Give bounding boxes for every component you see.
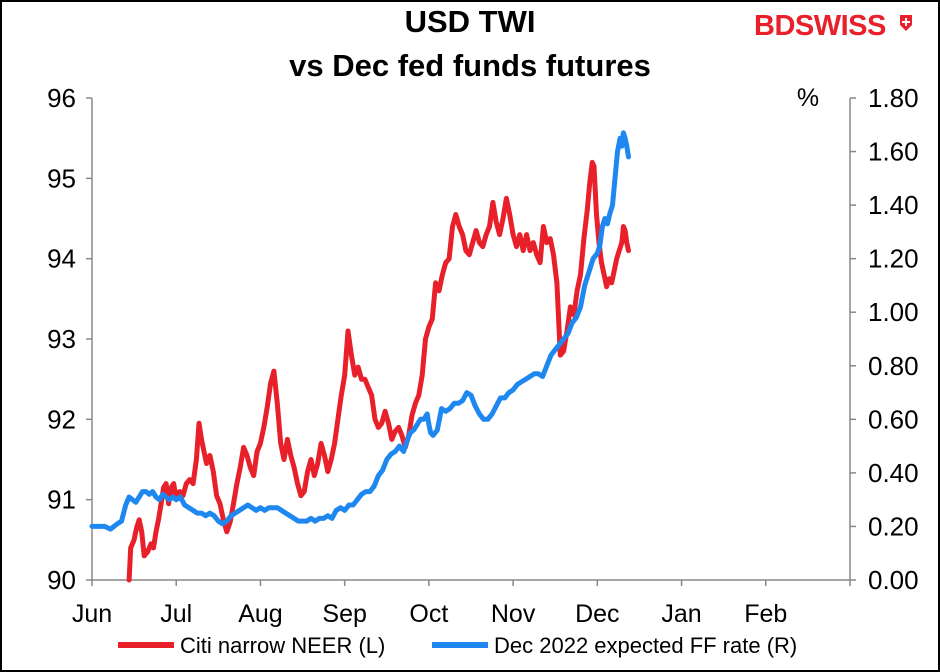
series-line-citi-neer bbox=[126, 159, 631, 583]
x-tick-label: Oct bbox=[409, 600, 448, 628]
chart-subtitle: vs Dec fed funds futures bbox=[289, 48, 651, 83]
left-tick-label: 95 bbox=[47, 163, 76, 193]
right-tick-label: 1.20 bbox=[868, 244, 919, 274]
x-tick-label: Nov bbox=[491, 600, 536, 628]
right-tick-label: 0.60 bbox=[868, 404, 919, 434]
x-tick-label: Jul bbox=[160, 600, 192, 628]
series-line-dec-ff-rate bbox=[89, 130, 631, 532]
right-tick-label: 0.80 bbox=[868, 351, 919, 381]
legend: Citi narrow NEER (L) Dec 2022 expected FF… bbox=[118, 633, 797, 658]
x-axis: Jun Jul Aug Sep Oct Nov Dec Jan Feb bbox=[72, 579, 851, 628]
right-axis-unit-label: % bbox=[797, 84, 819, 112]
left-tick-label: 90 bbox=[47, 565, 76, 595]
right-tick-label: 1.00 bbox=[868, 297, 919, 327]
right-tick-label: 0.20 bbox=[868, 511, 919, 541]
x-tick-label: Jan bbox=[661, 600, 701, 628]
left-tick-label: 91 bbox=[47, 485, 76, 515]
right-tick-label: 0.00 bbox=[868, 565, 919, 595]
brand-logo-mark-icon bbox=[900, 15, 912, 31]
left-axis: 90 91 92 93 94 95 96 bbox=[47, 83, 93, 595]
plot-lines bbox=[89, 130, 631, 583]
right-tick-label: 1.60 bbox=[868, 137, 919, 167]
legend-label-citi-neer: Citi narrow NEER (L) bbox=[180, 633, 385, 658]
chart-title: USD TWI bbox=[404, 4, 536, 39]
brand-logo: BDSWISS bbox=[754, 10, 886, 42]
right-tick-label: 1.80 bbox=[868, 83, 919, 113]
left-tick-label: 94 bbox=[47, 244, 76, 274]
x-tick-label: Sep bbox=[322, 600, 366, 628]
left-tick-label: 92 bbox=[47, 404, 76, 434]
x-tick-label: Jun bbox=[72, 600, 112, 628]
left-tick-label: 96 bbox=[47, 83, 76, 113]
right-axis: 0.00 0.20 0.40 0.60 0.80 1.00 1.20 1.40 1.60 1.80… bbox=[797, 83, 919, 595]
right-tick-label: 0.40 bbox=[868, 458, 919, 488]
x-tick-label: Feb bbox=[744, 600, 787, 628]
legend-label-dec-ff-rate: Dec 2022 expected FF rate (R) bbox=[494, 633, 797, 658]
right-tick-label: 1.40 bbox=[868, 190, 919, 220]
x-tick-label: Dec bbox=[575, 600, 619, 628]
left-tick-label: 93 bbox=[47, 324, 76, 354]
x-tick-label: Aug bbox=[238, 600, 282, 628]
